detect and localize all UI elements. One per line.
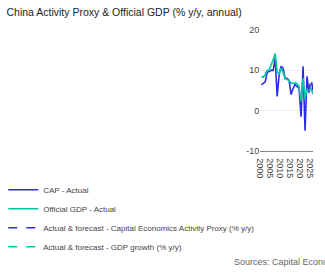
svg-text:10: 10 xyxy=(249,65,259,75)
svg-text:Official GDP - Actual: Official GDP - Actual xyxy=(43,205,116,214)
svg-text:2025: 2025 xyxy=(305,158,315,178)
svg-text:2015: 2015 xyxy=(285,158,295,178)
svg-text:-10: -10 xyxy=(246,146,259,156)
svg-text:China Activity Proxy & Officia: China Activity Proxy & Official GDP (% y… xyxy=(7,6,242,18)
svg-text:CAP - Actual: CAP - Actual xyxy=(43,186,88,195)
svg-text:0: 0 xyxy=(254,106,259,116)
svg-text:2005: 2005 xyxy=(265,158,275,178)
svg-text:2000: 2000 xyxy=(255,158,265,178)
svg-text:2020: 2020 xyxy=(295,158,305,178)
svg-text:2010: 2010 xyxy=(275,158,285,178)
svg-text:Actual & forecast - GDP growth: Actual & forecast - GDP growth (% y/y) xyxy=(43,243,181,252)
svg-text:20: 20 xyxy=(249,25,259,35)
svg-text:Sources: Capital Economics, Re: Sources: Capital Economics, Refinitiv xyxy=(234,257,325,267)
svg-text:Actual & forecast - Capital Ec: Actual & forecast - Capital Economics Ac… xyxy=(43,224,254,233)
